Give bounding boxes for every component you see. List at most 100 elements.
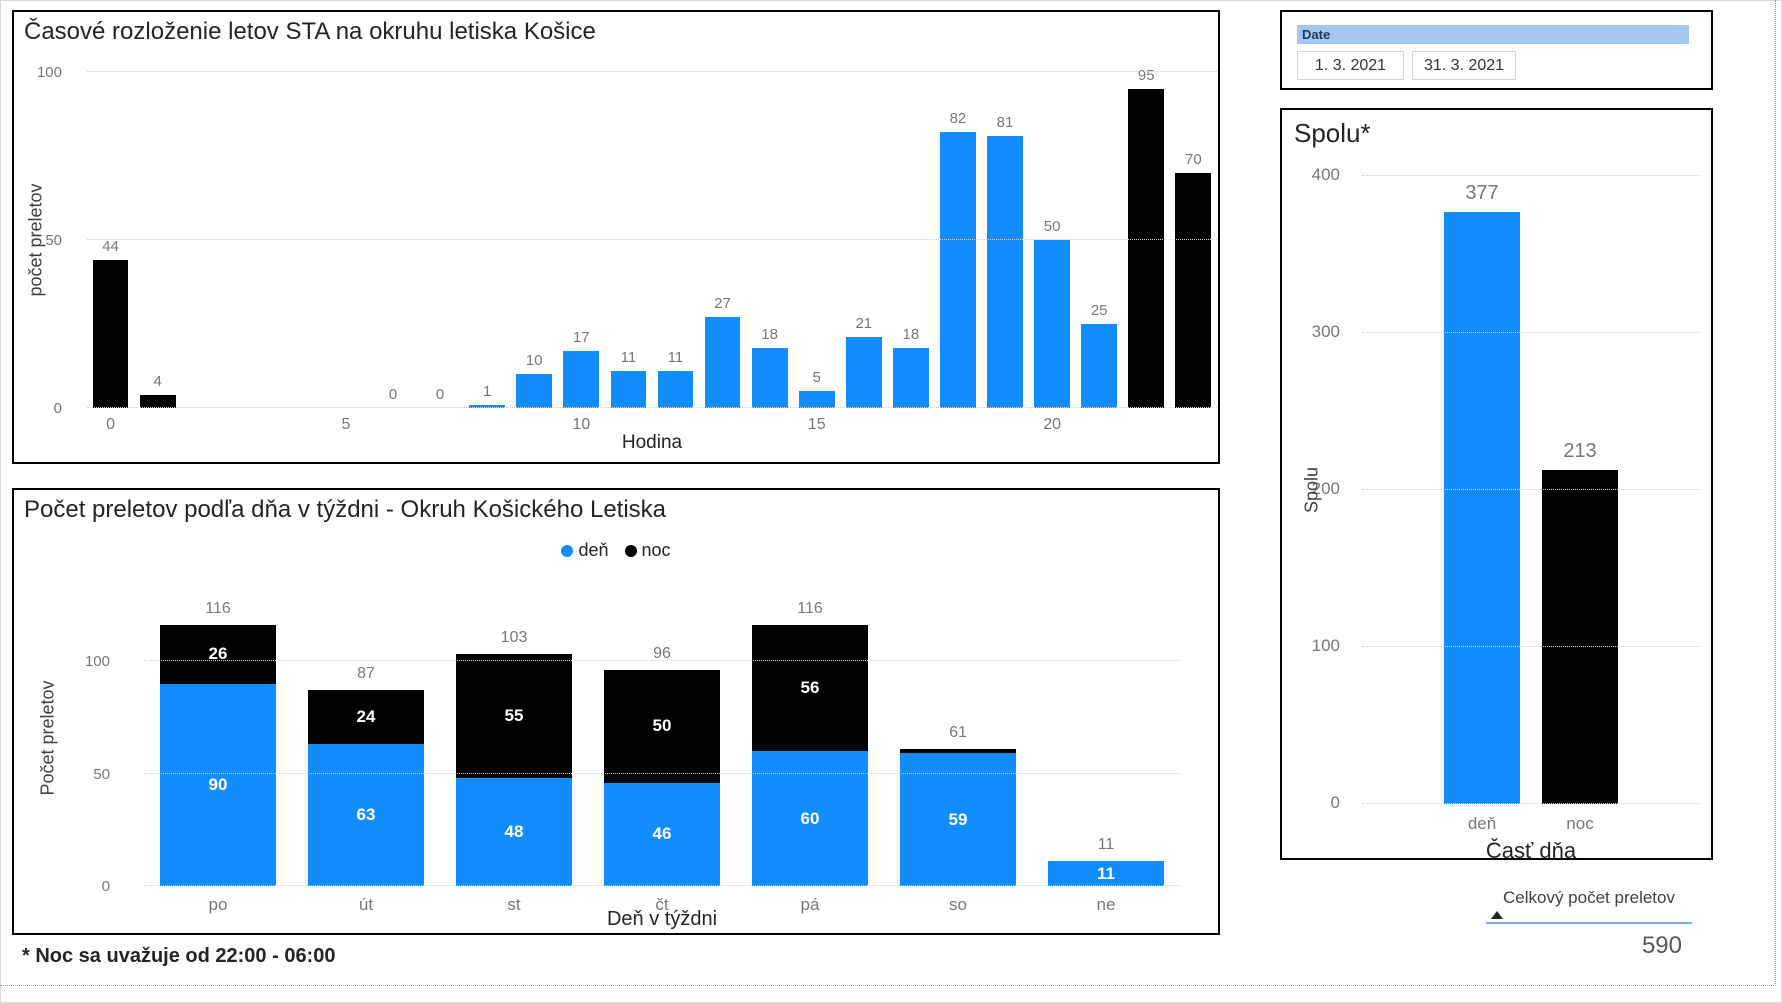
weekday-x-axis-title: Deň v týždni (606, 908, 718, 930)
bar-hour-18[interactable] (940, 132, 976, 408)
bar-value-label: 213 (1563, 439, 1597, 462)
bar-hour-0[interactable] (92, 260, 129, 408)
bar-hour-8[interactable] (469, 404, 506, 408)
bar-hour-11[interactable] (610, 371, 647, 408)
bar-hour-12[interactable] (657, 371, 694, 408)
legend-label-noc: noc (641, 540, 671, 560)
total-label: 96 (653, 645, 671, 662)
bar-value-label: 44 (102, 238, 119, 256)
bar-hour-22[interactable] (1128, 88, 1165, 408)
x-axis-category-label: út (358, 895, 374, 914)
y-axis-tick-label: 100 (1311, 636, 1340, 655)
y-axis-tick-label: 0 (1330, 793, 1340, 812)
night-segment-so[interactable] (899, 748, 1017, 754)
spolu-x-axis-title: Časť dňa (1485, 838, 1577, 863)
bar-value-label: 0 (388, 386, 398, 403)
total-card-value: 590 (1641, 932, 1682, 959)
weekday-slot-čt: 96 50 46 čt (588, 590, 736, 914)
bar-hour-16[interactable] (845, 337, 882, 408)
bar-value-label: 82 (949, 110, 967, 128)
spolu-chart-panel: Spolu* 0 100 200 300 400 Spolu 377 deň 213 noc … (1280, 108, 1713, 863)
bar-hour-10[interactable] (563, 350, 600, 408)
total-label: 87 (357, 665, 375, 683)
bar-value-label: 81 (996, 113, 1014, 131)
spolu-slot-noc: 213 noc (1542, 176, 1618, 833)
legend-item-noc[interactable]: noc (624, 540, 671, 561)
gridline (87, 407, 1217, 408)
total-card-header-wrap: Celkový počet preletov (1486, 888, 1692, 924)
weekday-legend: deň noc (14, 540, 1218, 561)
hour-slot-5: 5 (322, 72, 369, 433)
x-axis-category-label: deň (1467, 814, 1497, 833)
bar-deň[interactable] (1444, 212, 1520, 804)
total-label: 61 (949, 723, 967, 741)
bar-hour-15[interactable] (798, 391, 835, 408)
x-axis-category-label: noc (1566, 814, 1594, 833)
bar-hour-1[interactable] (139, 394, 176, 408)
total-label: 116 (797, 600, 823, 617)
hour-slot-16: 21 (840, 72, 887, 408)
weekday-chart-panel: Počet preletov podľa dňa v týždni - Okru… (12, 488, 1220, 935)
gridline (1362, 175, 1700, 176)
sort-ascending-icon (1491, 911, 1503, 919)
gridline (144, 885, 1180, 886)
night-segment-pá[interactable]: 56 (751, 625, 869, 751)
bar-value-label: 27 (714, 295, 731, 313)
day-segment-pá[interactable]: 60 (751, 751, 869, 886)
bar-value-label: 70 (1184, 150, 1202, 168)
hour-slot-17: 18 (887, 72, 934, 408)
bar-hour-19[interactable] (987, 135, 1023, 408)
bar-noc[interactable] (1542, 469, 1618, 804)
night-segment-út[interactable]: 24 (307, 690, 425, 745)
legend-item-den[interactable]: deň (561, 540, 609, 561)
day-segment-po[interactable]: 90 (159, 683, 277, 886)
weekday-slot-st: 103 55 48 st (440, 590, 588, 914)
hour-slot-14: 18 (746, 72, 793, 408)
night-segment-st[interactable]: 55 (455, 654, 573, 778)
hour-slot-6: 0 (369, 72, 416, 408)
bar-value-label: 21 (855, 315, 873, 333)
hourly-bars: 44 0 4 5 0 0 1 10 17 10 11 11 27 18 5 15 21 18 82 81 50 20 25 9… (87, 67, 1217, 433)
bar-hour-20[interactable] (1034, 240, 1070, 408)
bar-value-label: 1 (482, 382, 492, 400)
x-axis-category-label: so (949, 895, 967, 914)
hour-slot-21: 25 (1076, 72, 1123, 408)
legend-label-den: deň (578, 540, 609, 560)
bar-hour-14[interactable] (751, 347, 788, 408)
hourly-chart-title: Časové rozloženie letov STA na okruhu le… (24, 18, 596, 45)
bar-value-label: 4 (153, 372, 162, 390)
day-segment-st[interactable]: 48 (455, 778, 573, 886)
gridline (87, 239, 1217, 240)
night-segment-čt[interactable]: 50 (603, 670, 721, 783)
date-slicer-header: Date (1297, 25, 1689, 44)
night-legend-dot-icon (624, 544, 637, 557)
hourly-plot: 44 0 4 5 0 0 1 10 17 10 11 11 27 18 5 15 21 18 82 81 50 20 25 9… (87, 67, 1217, 433)
day-segment-út[interactable]: 63 (307, 744, 425, 886)
hour-slot-4 (275, 72, 322, 408)
gridline (144, 660, 1180, 661)
hour-slot-8: 1 (464, 72, 511, 408)
y-axis-tick-label: 100 (36, 64, 62, 81)
bar-hour-13[interactable] (704, 317, 741, 408)
total-card-header[interactable]: Celkový počet preletov (1503, 888, 1675, 907)
bar-hour-23[interactable] (1175, 172, 1212, 408)
night-segment-po[interactable]: 26 (159, 625, 277, 684)
bar-hour-21[interactable] (1081, 324, 1118, 408)
day-segment-ne[interactable]: 11 (1047, 861, 1165, 886)
day-segment-čt[interactable]: 46 (603, 782, 721, 886)
bar-value-label: 18 (761, 325, 778, 343)
y-axis-tick-label: 0 (101, 878, 110, 895)
bar-value-label: 50 (1043, 218, 1061, 235)
hour-slot-0: 44 0 (87, 72, 134, 433)
day-segment-so[interactable]: 59 (899, 753, 1017, 886)
bar-hour-17[interactable] (892, 347, 929, 408)
bar-value-label: 18 (902, 325, 920, 343)
spolu-bars: 377 deň 213 noc (1362, 176, 1700, 833)
total-label: 11 (1097, 836, 1115, 854)
bar-hour-9[interactable] (516, 374, 553, 408)
y-axis-tick-label: 100 (84, 653, 110, 670)
y-axis-tick-label: 400 (1311, 165, 1340, 184)
weekday-y-axis: 0 50 100 (64, 590, 120, 895)
end-date-input[interactable]: 31. 3. 2021 (1412, 51, 1516, 80)
start-date-input[interactable]: 1. 3. 2021 (1297, 51, 1404, 80)
